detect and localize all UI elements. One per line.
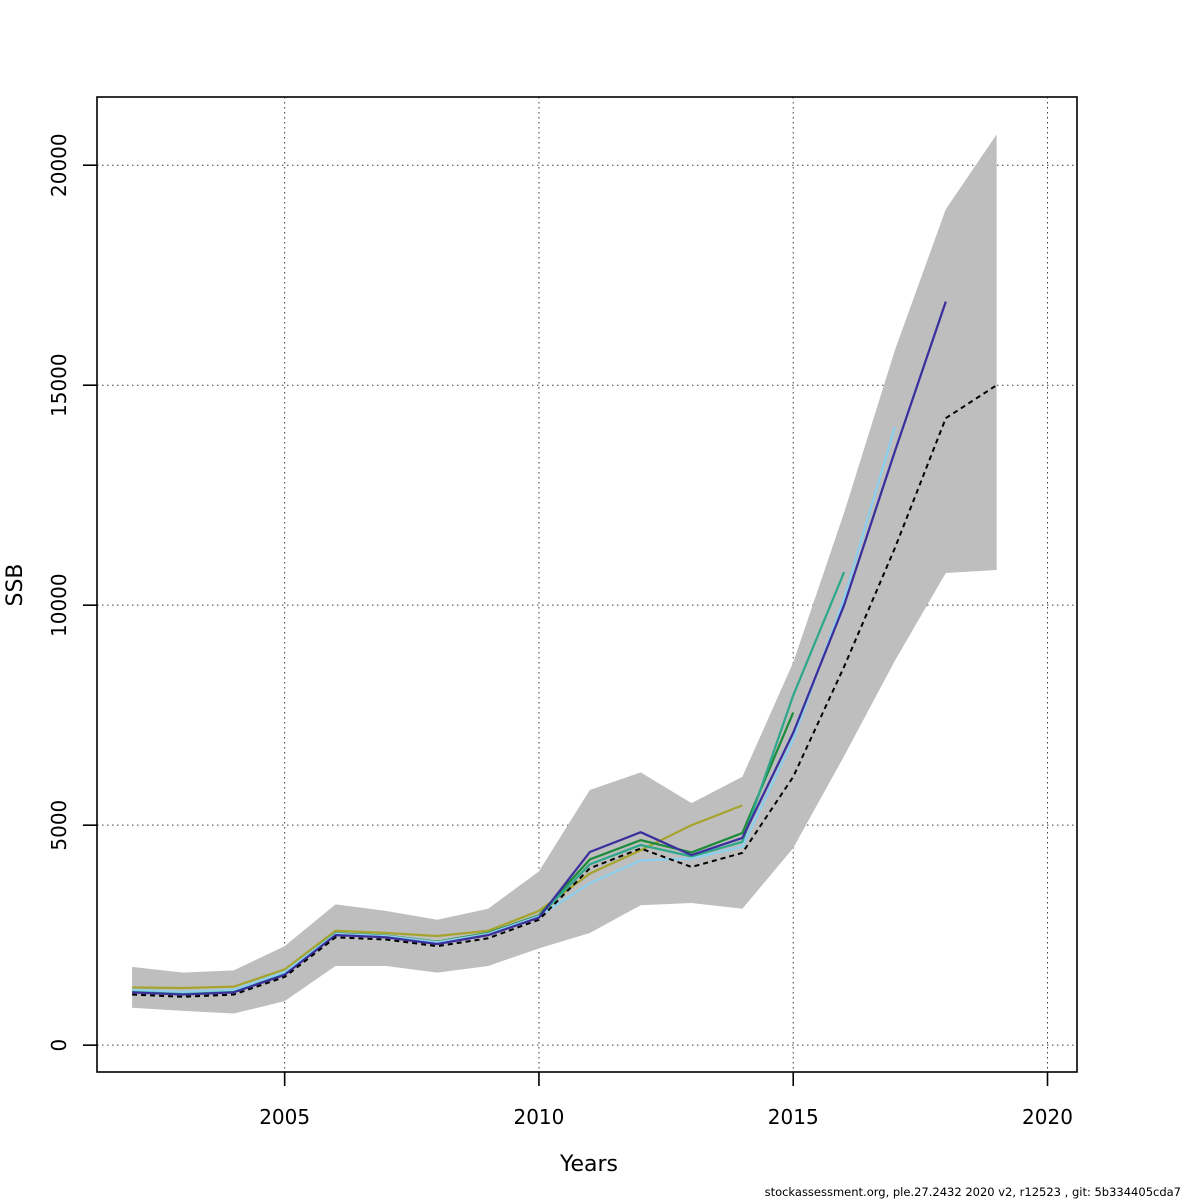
retro-peel-2018 (132, 301, 947, 996)
x-tick-label-2005: 2005 (259, 1105, 310, 1129)
axis-tick-labels: 2005 2010 2015 2020 0 5000 10000 15000 20000 (47, 133, 1073, 1129)
confidence-band-layer (132, 134, 997, 1014)
x-tick-label-2015: 2015 (768, 1105, 819, 1129)
y-tick-label-20000: 20000 (47, 133, 71, 197)
x-axis-title: Years (559, 1152, 618, 1177)
y-tick-label-10000: 10000 (47, 573, 71, 637)
plot-border (96, 96, 1078, 1073)
plot-frame (96, 96, 1078, 1073)
y-tick-label-0: 0 (47, 1039, 71, 1052)
y-tick-label-5000: 5000 (47, 800, 71, 851)
y-axis-title: SSB (3, 563, 28, 606)
x-tick-label-2020: 2020 (1022, 1105, 1073, 1129)
retro-peel-2017 (132, 426, 897, 994)
y-tick-label-15000: 15000 (47, 353, 71, 417)
axis-ticks (83, 164, 1049, 1086)
final-run-confidence-band (132, 134, 997, 1014)
footer-citation: stockassessment.org, ple.27.2432 2020 v2… (765, 1185, 1181, 1199)
series-lines-layer (132, 301, 998, 998)
x-tick-label-2010: 2010 (513, 1105, 564, 1129)
retro-peel-2014 (132, 804, 743, 990)
final-run-2019 (132, 384, 998, 998)
